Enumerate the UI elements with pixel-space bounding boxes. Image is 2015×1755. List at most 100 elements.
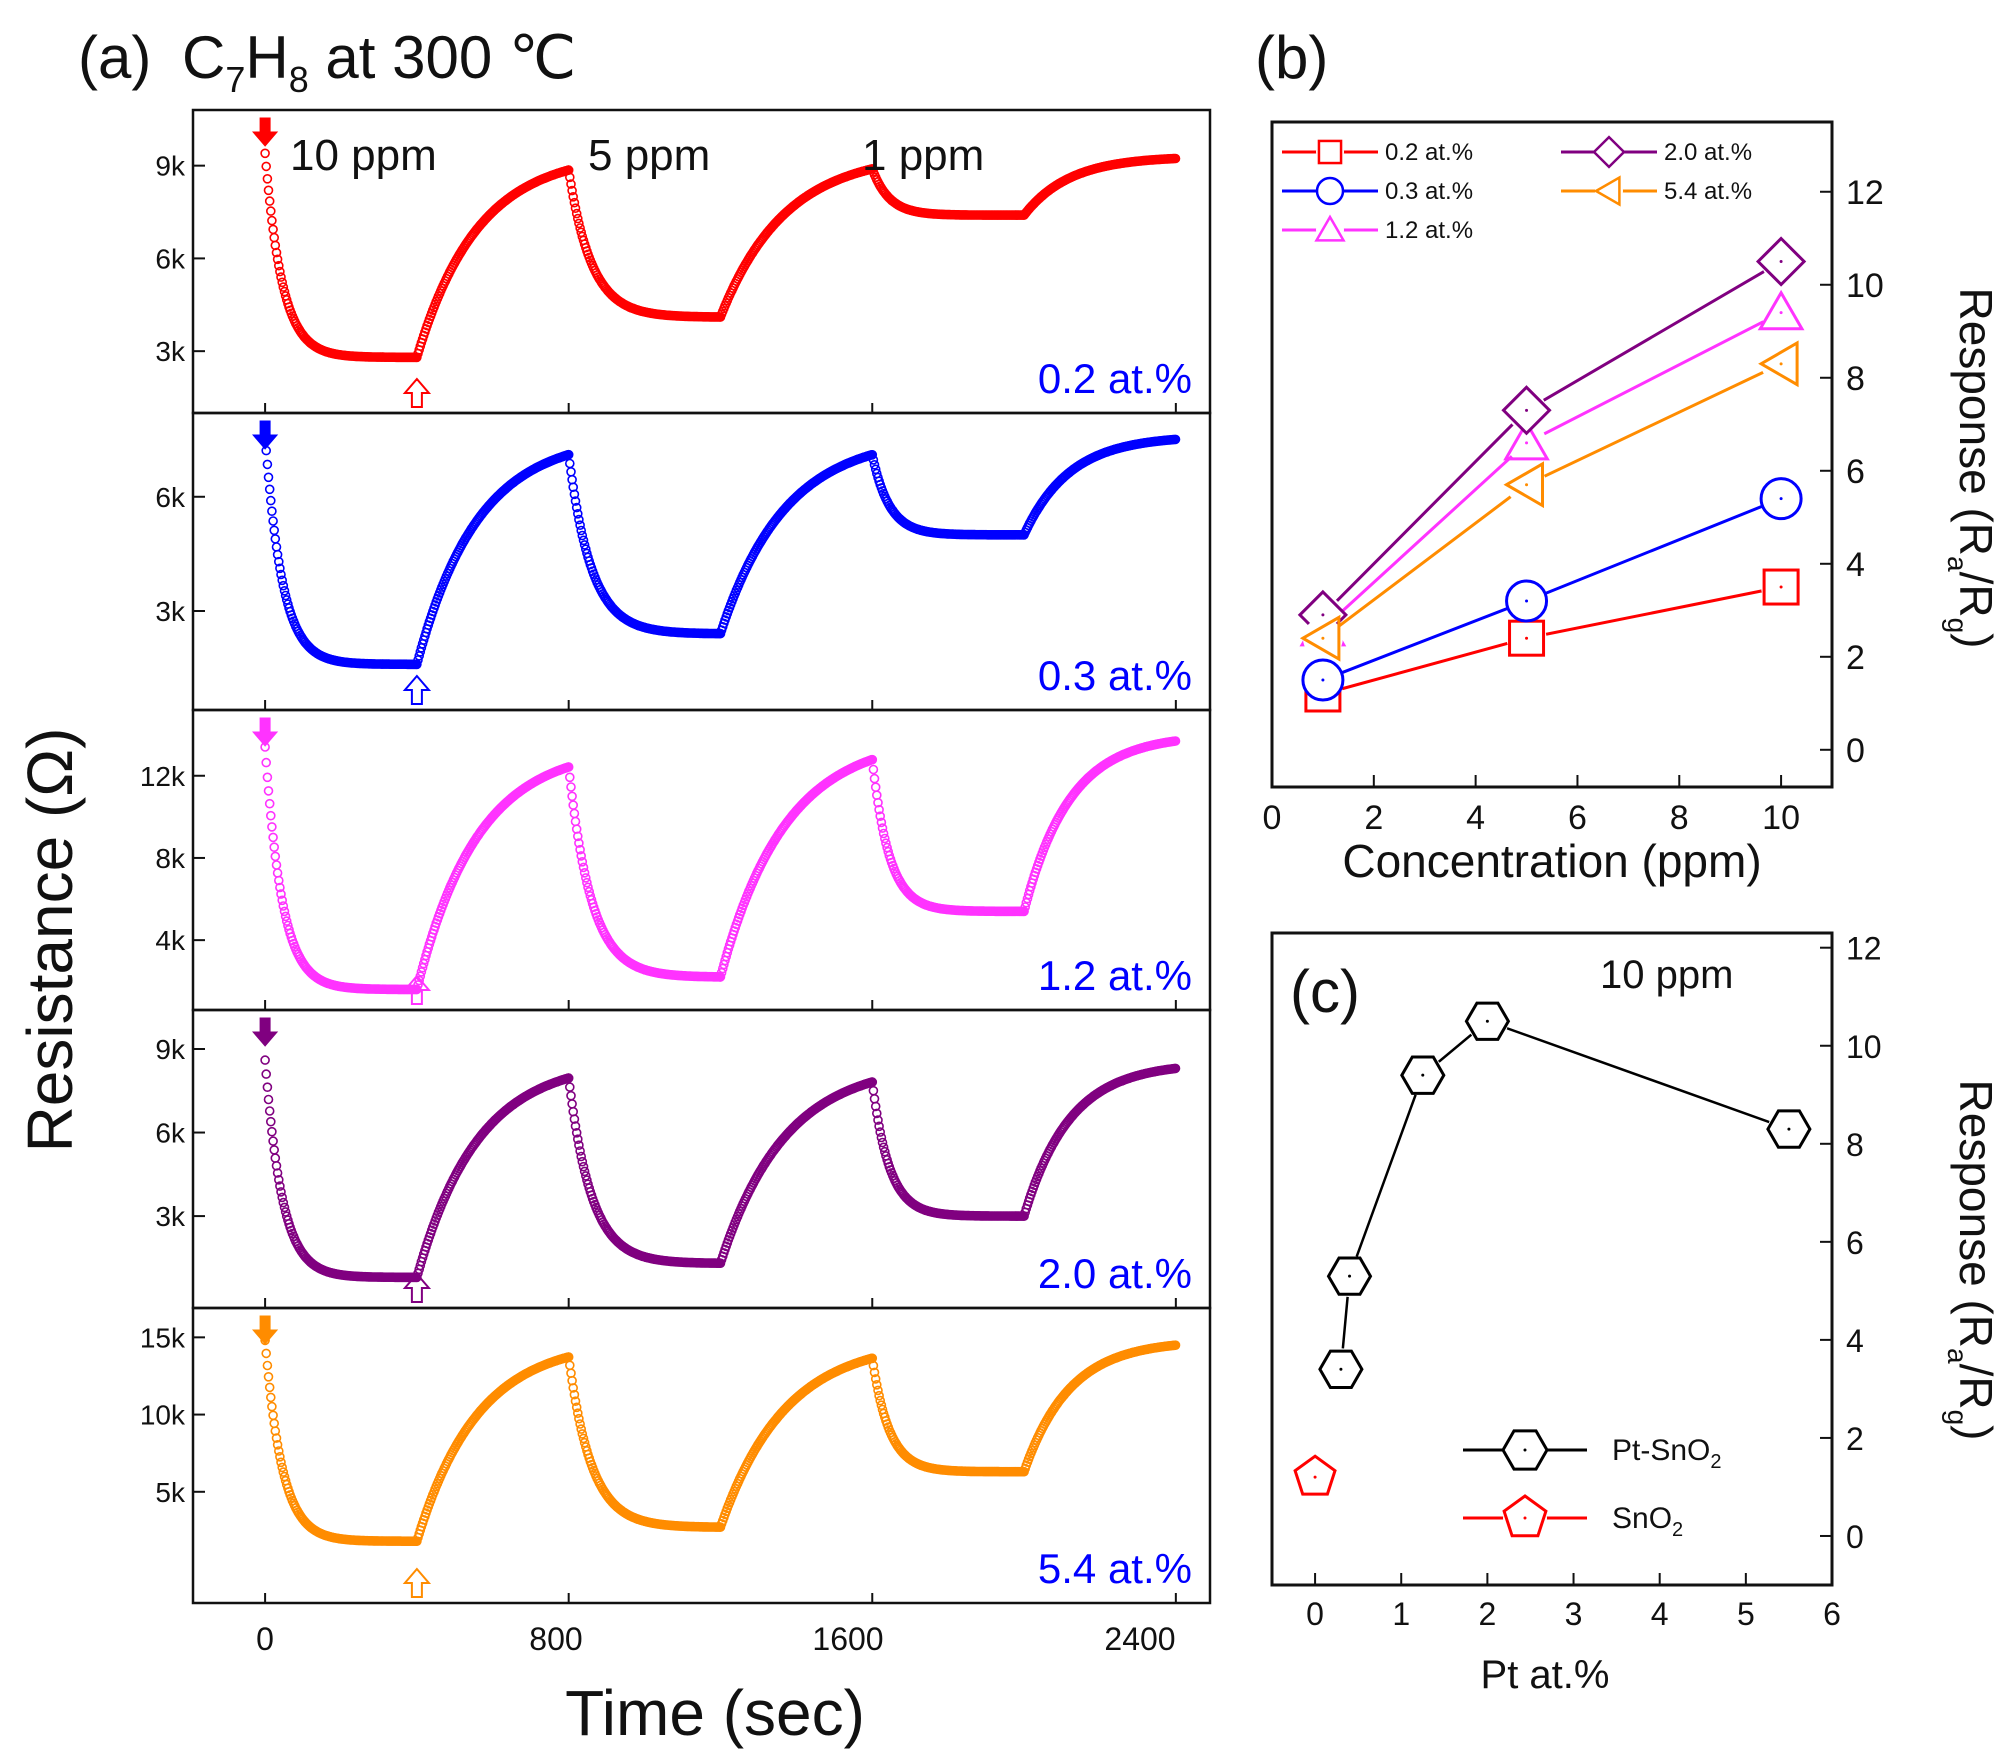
y-tick-label: 2 xyxy=(1846,1421,1864,1457)
subplot-a-1: 3k 6k 0.3 at.% xyxy=(155,411,1212,712)
data-point xyxy=(275,1181,285,1191)
data-point xyxy=(1503,419,1550,461)
data-point xyxy=(871,1380,882,1390)
y-tick-label: 8k xyxy=(155,843,186,874)
marker-dot xyxy=(1779,497,1783,501)
data-point xyxy=(265,810,276,821)
data-point xyxy=(577,530,588,541)
x-tick-label: 5 xyxy=(1737,1596,1755,1632)
series-label: 0.3 at.% xyxy=(1038,652,1192,699)
data-point xyxy=(273,260,284,271)
series-b-3 xyxy=(1297,236,1807,641)
data-point xyxy=(276,889,286,899)
x-tick-label: 2 xyxy=(1364,799,1383,837)
x-tick-label: 0 xyxy=(1263,799,1282,837)
data-point xyxy=(571,502,582,513)
data-point xyxy=(1759,477,1803,521)
data-point xyxy=(261,161,272,172)
data-point xyxy=(414,975,425,986)
series-b-0 xyxy=(1302,567,1802,714)
data-point xyxy=(572,508,583,519)
data-point xyxy=(268,1410,278,1421)
legend-dot xyxy=(1523,1448,1527,1452)
gas-off-arrow xyxy=(402,674,432,705)
y-tick-label: 8 xyxy=(1846,1127,1864,1163)
series-points-3 xyxy=(260,1055,1181,1283)
marker-dot xyxy=(1525,408,1529,412)
data-point xyxy=(572,1134,583,1144)
panel-c-xlabel: Pt at.% xyxy=(1481,1653,1610,1697)
data-point xyxy=(270,1153,281,1163)
data-point xyxy=(569,489,580,500)
marker-dot xyxy=(1348,1274,1352,1278)
data-point xyxy=(874,1121,884,1132)
gas-on-arrow xyxy=(252,420,279,450)
data-point xyxy=(875,811,886,822)
data-point xyxy=(570,1396,581,1406)
data-point xyxy=(267,506,277,517)
y-tick-label: 10 xyxy=(1846,1029,1882,1065)
data-point xyxy=(564,772,575,783)
panel-a-label: (a) xyxy=(78,24,151,91)
series-c-0 xyxy=(1318,1000,1812,1391)
data-point xyxy=(563,1073,574,1083)
x-tick-label: 6 xyxy=(1568,799,1587,837)
marker-dot xyxy=(1525,441,1529,445)
legend-label-5-4: 5.4 at.% xyxy=(1664,178,1752,205)
data-point xyxy=(279,1202,290,1213)
x-tick-label: 3 xyxy=(1565,1596,1583,1632)
data-point xyxy=(1755,236,1807,287)
data-point xyxy=(582,877,592,888)
data-point xyxy=(269,1418,280,1429)
marker-dot xyxy=(1321,613,1325,617)
data-point xyxy=(570,203,581,213)
legend-mask xyxy=(1316,216,1344,244)
series-points-0 xyxy=(260,148,1181,363)
panel-a-x-tick-0: 0 xyxy=(256,1621,274,1657)
x-tick-label: 10 xyxy=(1762,799,1800,837)
marker-dot xyxy=(1779,362,1783,366)
data-point xyxy=(276,569,286,580)
panel-a-x-tick-2400: 2400 xyxy=(1104,1621,1175,1657)
data-point xyxy=(271,542,282,552)
data-point xyxy=(567,185,577,196)
legend-label-sno2: SnO2 xyxy=(1612,1502,1683,1541)
series-label: 0.2 at.% xyxy=(1038,355,1192,402)
panel-a-x-tick-800: 800 xyxy=(529,1621,582,1657)
data-point xyxy=(264,484,275,495)
y-tick-label: 4k xyxy=(155,925,186,956)
data-point xyxy=(566,782,576,792)
data-point xyxy=(870,782,881,793)
marker-dot xyxy=(1421,1073,1425,1077)
data-point xyxy=(275,563,285,574)
data-point xyxy=(1170,434,1181,445)
marker-dot xyxy=(1779,585,1783,589)
gas-off-arrow xyxy=(402,1567,432,1598)
data-point xyxy=(575,520,585,531)
data-point xyxy=(867,449,878,460)
data-point xyxy=(264,1382,275,1393)
subplot-a-0: 3k 6k 9k 0.2 at.% xyxy=(155,108,1212,415)
panel-c-frame xyxy=(1270,931,1834,1587)
data-point xyxy=(263,1094,274,1105)
y-tick-label: 6k xyxy=(155,482,186,513)
data-point xyxy=(715,972,726,982)
data-point xyxy=(269,525,280,536)
y-tick-label: 3k xyxy=(155,336,186,367)
series-b-4 xyxy=(1299,340,1802,662)
data-point xyxy=(268,516,278,526)
data-point xyxy=(278,580,289,591)
subplot-a-4: 5k 10k 15k 5.4 at.% xyxy=(140,1306,1212,1605)
data-point xyxy=(575,223,585,233)
data-point xyxy=(413,980,423,990)
data-point xyxy=(563,762,574,772)
data-point xyxy=(272,1168,283,1178)
series-label: 1.2 at.% xyxy=(1038,952,1192,999)
data-point xyxy=(878,828,889,839)
series-line xyxy=(1322,362,1782,640)
y-tick-label: 6 xyxy=(1846,453,1865,491)
data-point xyxy=(569,1389,580,1400)
gas-on-arrow xyxy=(252,117,279,147)
data-point xyxy=(262,1082,273,1092)
data-point xyxy=(580,873,591,883)
